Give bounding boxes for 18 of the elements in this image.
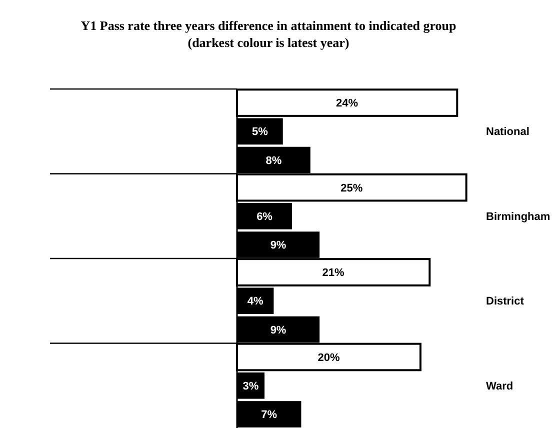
- chart-title: Y1 Pass rate three years difference in attainment to indicated group: [80, 18, 456, 33]
- data-label: 6%: [256, 210, 273, 223]
- data-label: 3%: [242, 380, 259, 392]
- y-tick-label: National: [486, 126, 530, 138]
- data-label: 4%: [247, 296, 264, 308]
- data-label: 8%: [266, 154, 282, 167]
- y-tick-label: District: [486, 296, 524, 308]
- y-tick-label: Ward: [486, 380, 514, 392]
- data-label: 21%: [322, 267, 345, 280]
- data-label: 9%: [270, 324, 286, 336]
- chart-subtitle: (darkest colour is latest year): [188, 35, 350, 50]
- data-label: 20%: [318, 352, 340, 364]
- y-tick-label: Birmingham: [486, 210, 550, 223]
- data-label: 24%: [336, 98, 358, 110]
- data-label: 5%: [252, 126, 268, 138]
- data-label: 9%: [270, 240, 286, 252]
- data-label: 7%: [261, 409, 278, 422]
- data-label: 25%: [340, 182, 363, 194]
